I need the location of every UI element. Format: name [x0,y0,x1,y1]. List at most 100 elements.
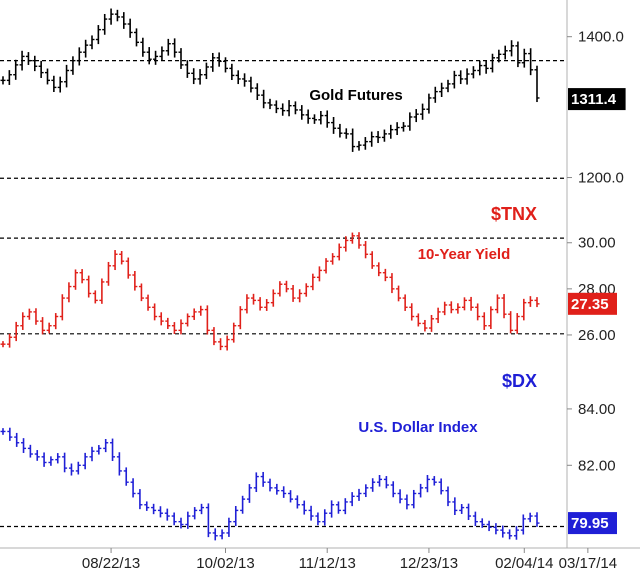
ohlc-bar [389,273,395,294]
dollar-index-plot [0,427,567,541]
ohlc-bar [34,450,40,461]
ohlc-bar [308,505,314,521]
ohlc-bar [356,232,362,249]
ohlc-bar [369,131,375,147]
ohlc-bar [431,476,437,486]
ohlc-bar [464,68,470,85]
ohlc-bar [335,501,341,514]
ohlc-bar [223,57,228,73]
ohlc-bar [55,453,61,464]
ohlc-bar [455,303,461,314]
ohlc-bar [390,481,396,498]
ohlc-bar [445,486,451,507]
ohlc-bar [211,327,217,346]
ohlc-bar [33,308,39,325]
gold-futures-annotation: Gold Futures [309,87,402,104]
ohlc-bar [59,294,65,321]
last-value-badge [568,292,617,315]
ohlc-bar [92,290,98,304]
ohlc-bar [0,341,6,348]
ohlc-bar [528,48,534,76]
ohlc-bar [288,490,294,503]
ohlc-bar [76,47,82,66]
ohlc-bar [315,512,321,526]
ohlc-bar [388,124,394,139]
ohlc-bar [197,69,203,85]
ohlc-bar [192,507,198,520]
ohlc-bar [19,50,25,71]
x-tick-label: 11/12/13 [299,555,356,572]
ohlc-bar [493,523,499,535]
ohlc-bar [377,475,383,487]
ohlc-bar [198,305,204,316]
ohlc-bar [102,13,108,35]
ohlc-bar [508,311,514,334]
x-tick-label: 10/02/13 [196,555,254,572]
x-tick-label: 02/04/14 [495,555,553,572]
last-value-badge [568,512,617,535]
ohlc-bar [119,251,125,265]
ohlc-bar [165,317,171,329]
ohlc-bar [490,53,495,73]
ohlc-bar [244,294,250,314]
ohlc-bar [397,489,403,504]
ohlc-bar [204,305,210,335]
ohlc-bar [159,46,165,61]
ohlc-bar [324,110,330,128]
ohlc-bar [429,314,435,332]
ohlc-bar [452,497,458,515]
ohlc-bar [466,503,472,521]
ohlc-bar [442,301,448,316]
ohlc-bar [502,45,508,60]
ohlc-bar [349,232,355,244]
ohlc-bar [494,294,500,314]
ohlc-bar [26,308,32,320]
last-value-label: 27.35 [571,296,609,313]
ohlc-bar [38,60,44,78]
ohlc-bar [461,297,467,311]
ohlc-bar [146,47,152,65]
ohlc-bar [86,275,92,298]
ohlc-bar [458,70,464,85]
ohlc-bar [283,280,289,293]
ohlc-bar [171,322,177,334]
ohlc-bar [318,110,324,125]
ohlc-bar [407,112,413,131]
x-tick-labels: 08/22/13 10/02/13 11/12/13 12/23/13 02/04/14… [82,548,617,572]
ohlc-bar [130,478,136,498]
ohlc-bar [424,475,430,493]
ohlc-bar [329,500,335,518]
ohlc-bar [382,268,388,282]
x-tick-label: 08/22/13 [82,555,140,572]
ohlc-bar [350,128,356,152]
ohlc-bar [413,109,419,123]
ohlc-bar [185,511,191,529]
ohlc-bar [229,63,235,81]
ohlc-bar [370,478,376,492]
ohlc-bar [468,296,474,311]
ohlc-bar [144,501,150,511]
ohlc-bar [251,293,257,305]
ohlc-bar [534,65,540,103]
ohlc-bar [132,270,138,291]
ohlc-bar [95,25,101,45]
ten-year-yield-plot [0,232,567,351]
ohlc-bar [459,504,465,514]
ohlc-bar [479,518,485,528]
y-tick-label: 26.00 [578,327,616,344]
ohlc-bar [51,75,57,92]
ohlc-bar [57,76,63,93]
ohlc-bar [415,313,421,327]
ohlc-bar [164,508,170,521]
ohlc-bar [41,452,47,467]
ohlc-bar [7,333,13,348]
ohlc-bar [205,503,211,538]
ohlc-bar [260,471,266,487]
ohlc-bar [103,438,109,453]
ohlc-bar [451,70,457,89]
ohlc-bar [235,70,241,85]
ohlc-bar [472,511,478,527]
ohlc-bar [356,141,362,151]
ohlc-bar [394,122,400,136]
ohlc-bar [418,483,424,498]
